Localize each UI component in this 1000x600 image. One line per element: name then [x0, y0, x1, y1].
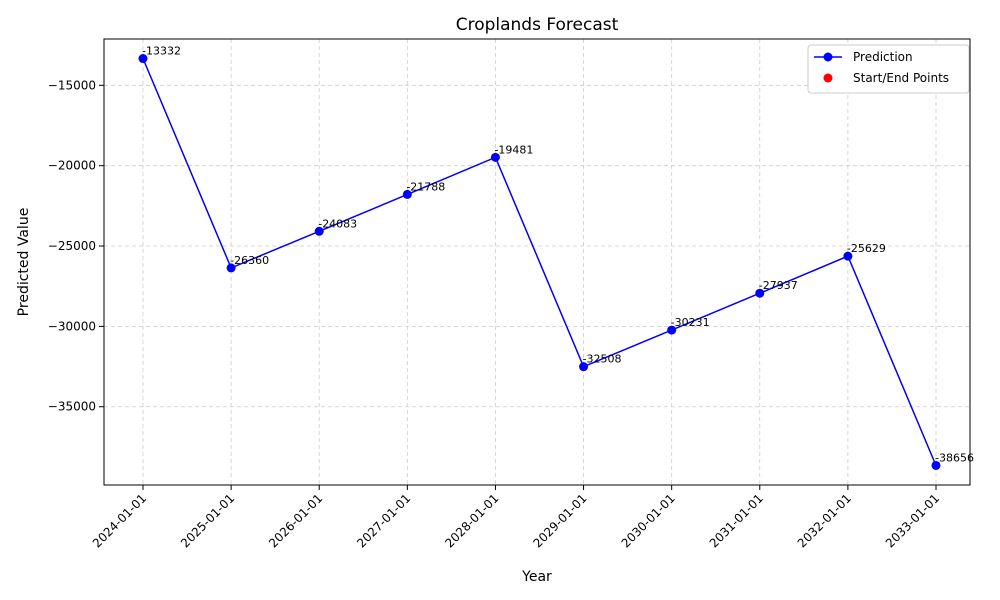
series-prediction — [138, 54, 941, 470]
y-tick-label: −30000 — [48, 319, 96, 333]
y-tick-label: −25000 — [48, 239, 96, 253]
x-tick-label: 2029-01-01 — [530, 491, 589, 550]
y-tick-label: −20000 — [48, 159, 96, 173]
x-tick-label: 2032-01-01 — [795, 491, 854, 550]
data-point — [138, 54, 148, 64]
legend-start-end-marker — [823, 73, 833, 83]
plot-area — [103, 38, 971, 486]
data-label: -19481 — [494, 143, 533, 156]
x-axis: 2024-01-01 2025-01-01 2026-01-01 2027-01-01… — [90, 485, 942, 550]
data-point — [931, 460, 941, 470]
data-label: -32508 — [583, 353, 622, 366]
data-point — [843, 251, 853, 261]
chart-title: Croplands Forecast — [456, 15, 619, 35]
x-axis-title: Year — [521, 569, 552, 585]
data-point — [402, 189, 412, 199]
data-point — [755, 288, 765, 298]
x-tick-label: 2031-01-01 — [707, 491, 766, 550]
x-tick-label: 2030-01-01 — [619, 491, 678, 550]
data-label: -27937 — [759, 279, 798, 292]
x-tick-label: 2033-01-01 — [883, 491, 942, 550]
data-point — [667, 325, 677, 335]
legend-start-end-label: Start/End Points — [853, 71, 949, 85]
data-point — [490, 152, 500, 162]
legend-prediction-marker — [823, 52, 833, 62]
data-point — [314, 226, 324, 236]
x-tick-label: 2027-01-01 — [354, 491, 413, 550]
data-point — [579, 362, 589, 372]
y-axis: −15000 −20000 −25000 −30000 −35000 — [48, 78, 104, 414]
series-line — [142, 58, 937, 466]
x-tick-label: 2025-01-01 — [178, 491, 237, 550]
data-labels: -13332 -26360 -24083 -21788 -19481 -32508 -302… — [142, 45, 974, 465]
data-point — [226, 263, 236, 273]
legend-prediction-label: Prediction — [853, 50, 913, 64]
y-axis-title: Predicted Value — [16, 208, 32, 317]
data-label: -26360 — [230, 254, 269, 267]
y-tick-label: −15000 — [48, 78, 96, 92]
x-tick-label: 2028-01-01 — [442, 491, 501, 550]
legend-box — [807, 44, 970, 94]
x-tick-label: 2024-01-01 — [90, 491, 149, 550]
legend: Prediction Start/End Points — [807, 44, 970, 94]
data-label: -13332 — [142, 45, 181, 58]
data-label: -30231 — [671, 316, 710, 329]
data-label: -38656 — [935, 451, 974, 464]
data-label: -21788 — [406, 180, 445, 193]
data-label: -25629 — [847, 242, 886, 255]
y-tick-label: −35000 — [48, 400, 96, 414]
data-label: -24083 — [318, 217, 357, 230]
x-tick-label: 2026-01-01 — [266, 491, 325, 550]
